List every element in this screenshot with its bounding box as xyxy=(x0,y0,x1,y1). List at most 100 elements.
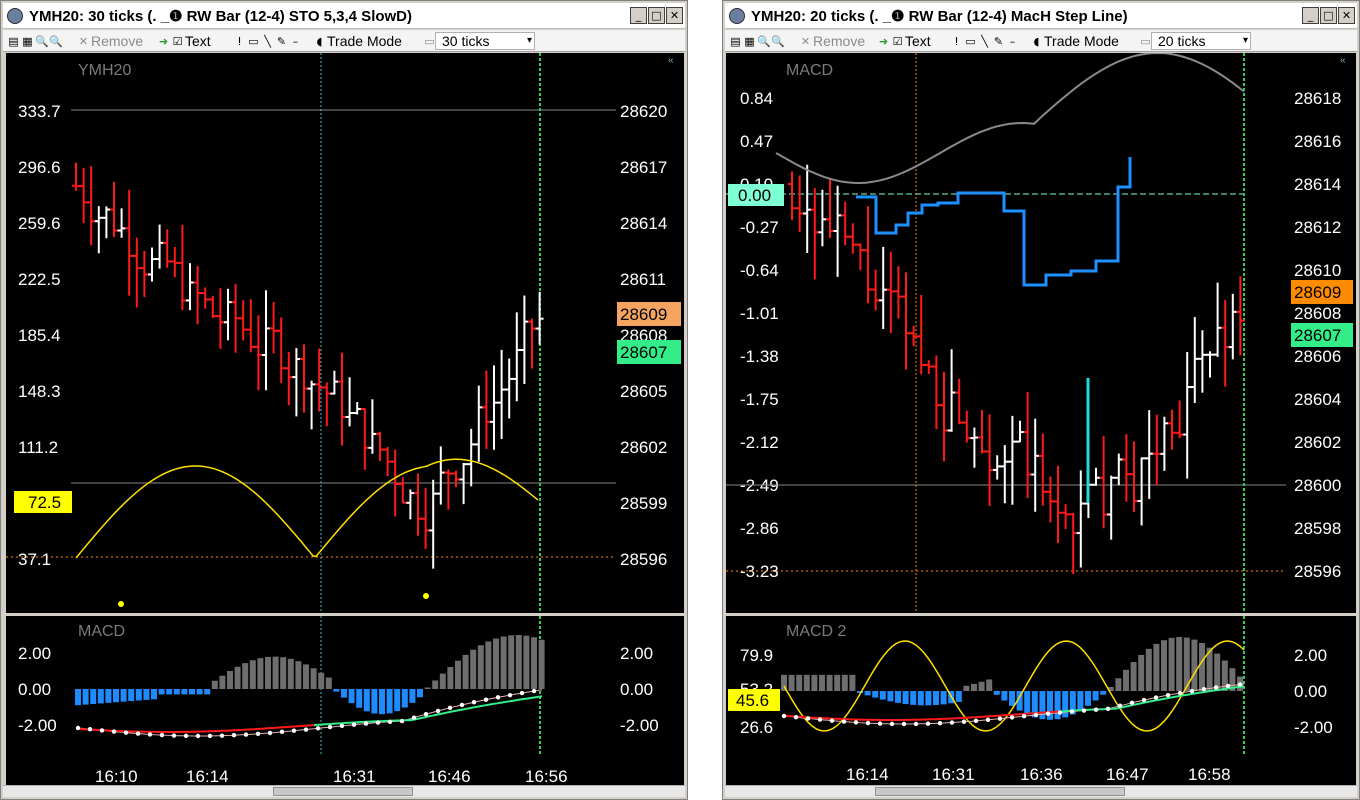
macd-dot xyxy=(267,730,273,736)
horizontal-scrollbar[interactable] xyxy=(3,785,685,797)
text-tool-button[interactable]: ➜ ☑ Text xyxy=(158,33,211,49)
macd2-chart[interactable]: MACD 279.953.226.62.000.00-2.0045.616:14… xyxy=(726,616,1356,786)
interval-select[interactable]: 30 ticks ▾ xyxy=(435,32,535,50)
macd-step-chart[interactable]: MACD0.840.470.10-0.27-0.64-1.01-1.38-1.7… xyxy=(726,53,1356,613)
macd-histogram-bar xyxy=(181,689,188,695)
macd-histogram-bar xyxy=(82,689,89,705)
title-bar[interactable]: YMH20: 20 ticks (. _❶ RW Bar (12-4) MacH… xyxy=(725,3,1357,29)
pen-tool-icon[interactable]: ✎ xyxy=(276,34,287,48)
pane-label-macd2: MACD 2 xyxy=(786,623,847,640)
time-axis-label: 16:14 xyxy=(846,765,889,784)
macd-dot xyxy=(387,719,393,724)
macd-histogram-bar xyxy=(189,689,195,695)
left-axis-label: 79.9 xyxy=(740,646,773,665)
new-icon[interactable]: ▤ xyxy=(8,34,19,48)
interval-icon: ▭ xyxy=(1140,34,1151,48)
trade-mode-button[interactable]: ◖ Trade Mode xyxy=(1030,32,1119,50)
macd-dot xyxy=(949,720,955,725)
stochastic-value-text: 45.6 xyxy=(736,691,769,710)
price-pane[interactable]: YMH20 333.7 296.6 259.6 222.5 185.4 148.3 111.2… xyxy=(6,53,684,613)
price-badge-bid xyxy=(617,340,681,364)
macd2-histogram-bar xyxy=(1092,691,1099,701)
line-tool-icon[interactable]: ╲ xyxy=(264,34,271,48)
macd2-histogram-bar xyxy=(940,691,947,705)
properties-icon[interactable]: ▦ xyxy=(22,34,33,48)
macd2-pane[interactable]: MACD 279.953.226.62.000.00-2.0045.616:14… xyxy=(726,616,1356,786)
dash-icon[interactable]: – xyxy=(1009,34,1016,48)
time-axis-label: 16:56 xyxy=(525,767,568,786)
macd-dot xyxy=(1081,708,1087,713)
macd-dot xyxy=(327,724,333,730)
pen-tool-icon[interactable]: ✎ xyxy=(993,34,1004,48)
remove-button[interactable]: ✕ Remove xyxy=(800,33,866,49)
rectangle-tool-icon[interactable]: ▭ xyxy=(248,34,259,48)
maximize-icon[interactable]: □ xyxy=(1320,7,1337,24)
scroll-thumb[interactable] xyxy=(273,787,413,796)
macd-histogram-bar xyxy=(538,639,545,689)
scroll-thumb[interactable] xyxy=(875,787,1125,796)
pane-label-macd: MACD xyxy=(786,62,833,79)
line-tool-icon[interactable]: ╲ xyxy=(981,34,988,48)
stochastic-value-badge xyxy=(14,491,72,513)
macd2-histogram-bar xyxy=(917,691,924,706)
macd-histogram-bar xyxy=(325,677,332,689)
macd-histogram-bar xyxy=(318,672,325,689)
minimize-icon[interactable]: _ xyxy=(630,7,647,24)
macd-pane[interactable]: MACD 2.00 0.00 -2.00 2.00 0.00 -2.00 16:10 16:14… xyxy=(6,616,684,786)
stochastic-line xyxy=(783,640,1245,732)
left-axis-label: 26.6 xyxy=(740,718,773,737)
macd-histogram-bar xyxy=(394,689,401,712)
macd2-histogram-bar xyxy=(1115,678,1122,691)
macd-dot xyxy=(219,733,225,738)
macd-histogram-bar xyxy=(97,689,104,704)
chart-window-left: YMH20: 30 ticks (. _❶ RW Bar (12-4) STO … xyxy=(0,0,688,800)
macd2-histogram-bar xyxy=(1047,691,1053,720)
properties-icon[interactable]: ▦ xyxy=(744,34,755,48)
macd-histogram-bar xyxy=(272,656,279,689)
zoom-out-icon[interactable]: 🔍 xyxy=(771,34,785,48)
macd-histogram-bar xyxy=(515,635,522,689)
left-axis-label: 0.47 xyxy=(740,132,773,151)
macd-dot xyxy=(231,733,237,738)
minimize-icon[interactable]: _ xyxy=(1302,7,1319,24)
zoom-out-icon[interactable]: 🔍 xyxy=(49,34,63,48)
trade-mode-button[interactable]: ◖ Trade Mode xyxy=(313,32,402,50)
macd-histogram-bar xyxy=(424,687,431,689)
new-icon[interactable]: ▤ xyxy=(730,34,741,48)
macd-histogram-bar xyxy=(105,689,112,703)
interval-select[interactable]: 20 ticks ▾ xyxy=(1151,32,1251,50)
right-axis-label: -2.00 xyxy=(1294,718,1333,737)
macd-histogram-bar xyxy=(204,689,211,695)
text-tool-button[interactable]: ➜ ☑ Text xyxy=(878,33,931,49)
price-badge-bid-text: 28607 xyxy=(1294,326,1341,345)
macd-step-pane[interactable]: MACD0.840.470.10-0.27-0.64-1.01-1.38-1.7… xyxy=(726,53,1356,613)
price-badge-ask xyxy=(1291,280,1353,304)
close-icon[interactable]: ✕ xyxy=(666,7,683,24)
macd-dot xyxy=(243,732,249,737)
remove-button[interactable]: ✕ Remove xyxy=(78,33,144,49)
dash-icon[interactable]: – xyxy=(292,34,299,48)
right-axis-label: -2.00 xyxy=(620,716,659,735)
zoom-in-icon[interactable]: 🔍 xyxy=(35,34,49,48)
macd2-histogram-bar xyxy=(925,691,932,706)
right-axis-label: 28618 xyxy=(1294,89,1341,108)
macd-dot xyxy=(1009,715,1015,720)
macd-dot xyxy=(1021,713,1027,719)
macd2-histogram-bar xyxy=(803,674,810,691)
macd2-histogram-bar xyxy=(971,683,977,691)
macd-histogram-bar xyxy=(356,689,363,708)
left-axis-label: -1.38 xyxy=(740,347,779,366)
close-icon[interactable]: ✕ xyxy=(1338,7,1355,24)
macd-histogram-bar xyxy=(371,689,378,714)
macd-dot xyxy=(195,733,201,739)
macd-dot xyxy=(111,729,117,734)
title-bar[interactable]: YMH20: 30 ticks (. _❶ RW Bar (12-4) STO … xyxy=(3,3,685,29)
macd-histogram-bar xyxy=(333,689,340,692)
price-chart[interactable]: YMH20 333.7 296.6 259.6 222.5 185.4 148.3 111.2… xyxy=(6,53,684,613)
horizontal-scrollbar[interactable] xyxy=(725,785,1357,797)
rectangle-tool-icon[interactable]: ▭ xyxy=(965,34,976,48)
maximize-icon[interactable]: □ xyxy=(648,7,665,24)
text-icon: ☑ xyxy=(172,34,183,48)
macd-chart[interactable]: MACD 2.00 0.00 -2.00 2.00 0.00 -2.00 16:10 16:14… xyxy=(6,616,684,786)
zoom-in-icon[interactable]: 🔍 xyxy=(757,34,771,48)
